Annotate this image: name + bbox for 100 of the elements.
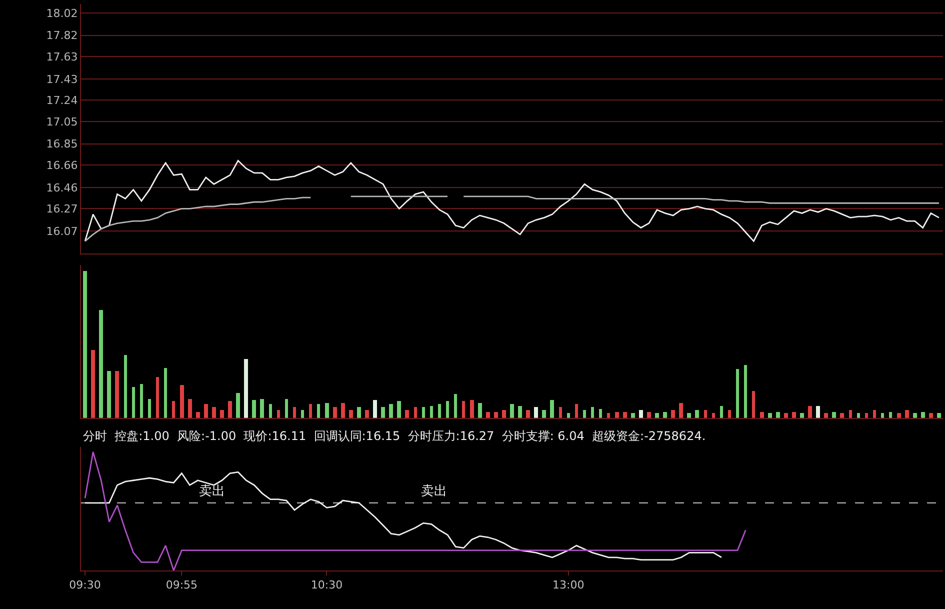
bar [559,407,562,418]
bar [704,410,707,418]
bar [695,410,699,418]
bar [873,410,876,418]
bar [728,410,731,418]
bar [631,413,635,418]
bar [325,403,329,418]
bar [333,407,337,418]
bar [865,413,868,418]
bar [744,365,747,418]
bar [188,399,192,418]
bar [792,412,796,418]
bar [83,271,87,418]
y-tick-label: 16.66 [46,158,78,172]
bar [534,407,538,418]
y-tick-label: 17.63 [46,50,78,64]
bar [615,412,619,418]
bar [212,407,216,418]
bar [816,406,820,418]
bar [712,413,715,418]
annotation: 卖出 [199,484,225,499]
bar [124,355,127,418]
bar [784,413,788,418]
y-tick-label: 17.43 [46,72,78,86]
bar [414,407,417,418]
bar [438,404,441,418]
bar [824,413,828,418]
bar [204,404,208,418]
bar [422,407,425,418]
bar [849,410,852,418]
bar [228,401,232,418]
bar [470,400,474,418]
bar [341,403,345,418]
bar [494,412,498,418]
x-tick-label: 09:30 [69,578,101,592]
annotation: 卖出 [421,484,447,499]
bar [373,400,377,418]
bar [148,399,151,418]
bar [260,399,264,418]
y-tick-label: 17.82 [46,29,78,42]
bar [478,403,482,418]
bar [180,385,184,418]
bar [164,368,167,418]
bar [172,401,175,418]
bar [937,413,941,418]
y-tick-label: 17.24 [46,94,78,108]
bar [277,410,280,418]
bar [800,413,804,418]
bar [446,401,449,418]
bar [881,413,884,418]
y-tick-label: 16.46 [46,181,78,194]
bar [99,310,103,418]
bar [575,404,578,418]
line-series [84,160,940,242]
bar [550,400,554,418]
bar [679,403,683,418]
bar [91,350,95,418]
bar [365,410,369,418]
bar [115,371,119,418]
bar [897,413,901,418]
bar [857,413,860,418]
bar [921,412,925,418]
bar [317,404,320,418]
bar [889,412,892,418]
bar [405,410,409,418]
bar [285,399,288,418]
bar [132,387,135,418]
bar [687,413,691,418]
text: 分时 控盘:1.00 风险:-1.00 现价:16.11 回调认同:16.15 分时压力:16.27 分时支撑: 6.04 超级资金:-2758624. [83,429,706,443]
bar [349,410,353,418]
bar [583,410,586,418]
y-tick-label: 18.02 [46,6,78,20]
bar [776,412,780,418]
bar [140,384,143,418]
bar [107,371,111,418]
bar [832,412,836,418]
bar [397,401,401,418]
bar [655,413,659,418]
bar [929,413,933,418]
x-tick-label: 13:00 [552,578,584,592]
y-tick-label: 16.27 [46,202,78,216]
bar [808,406,812,418]
bar [220,410,224,418]
bar [309,404,312,418]
bar [760,412,764,418]
bar [502,410,506,418]
bar [768,413,772,418]
bar [623,412,627,418]
x-tick-label: 10:30 [310,578,343,592]
bar [840,413,844,418]
bar [252,400,256,418]
bar [462,401,465,418]
bar [639,410,643,418]
bar [518,406,522,418]
bar [454,394,457,418]
bar [607,413,610,418]
bar [381,407,385,418]
x-tick-label: 09:55 [166,578,198,592]
bar [486,412,490,418]
bar [156,377,159,418]
